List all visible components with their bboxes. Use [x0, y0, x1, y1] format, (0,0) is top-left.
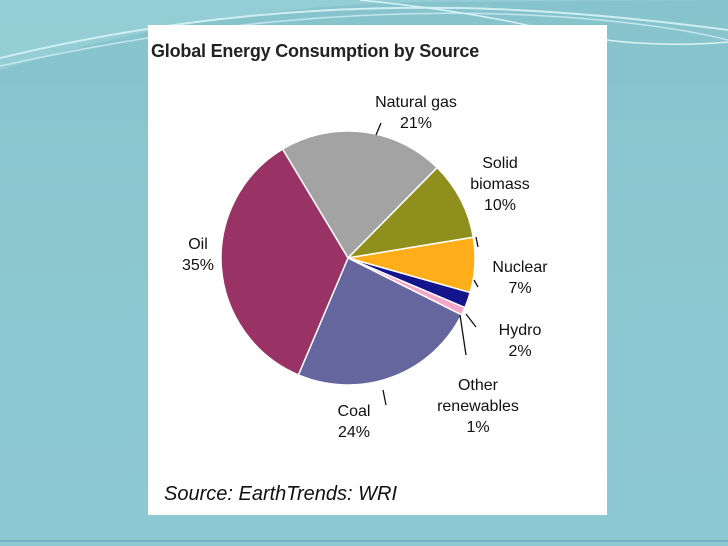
slice-label-coal: Coal 24% [338, 403, 371, 441]
slice-label-nuclear: Nuclear 7% [492, 259, 548, 297]
leader-line [475, 236, 479, 248]
pie-slice-natural-gas [281, 130, 439, 260]
leader-line [459, 314, 467, 356]
slice-label-hydro: Hydro 2% [499, 322, 542, 360]
slide-footer-line [0, 540, 728, 542]
slice-value: 24% [338, 424, 370, 441]
slice-value: 1% [466, 419, 489, 436]
leader-line [465, 313, 477, 328]
pie-slice-oil [220, 148, 349, 376]
leader-line [473, 279, 479, 288]
slice-label-solid-biomass: Solid biomass 10% [470, 155, 530, 214]
pie-slice-coal [297, 256, 463, 386]
pie-chart: Natural gas 21% Solid biomass 10% Nuclear 7% Hy… [182, 94, 548, 441]
slice-value: 35% [182, 257, 214, 274]
slice-value: 10% [484, 197, 516, 214]
chart-source: Source: EarthTrends: WRI [164, 483, 398, 505]
slice-label-natural-gas: Natural gas 21% [375, 94, 457, 132]
chart-panel: Global Energy Consumption by Source Natu… [148, 25, 607, 515]
pie-slice-solid-biomass [345, 166, 475, 260]
leader-line [375, 122, 382, 136]
slice-value: 2% [508, 343, 531, 360]
slice-label-oil: Oil 35% [182, 236, 214, 274]
chart-title: Global Energy Consumption by Source [151, 41, 480, 61]
leader-line [382, 389, 387, 406]
slice-value: 21% [400, 115, 432, 132]
slice-value: 7% [508, 280, 531, 297]
slice-label-other-renewables: Other renewables 1% [437, 377, 519, 436]
